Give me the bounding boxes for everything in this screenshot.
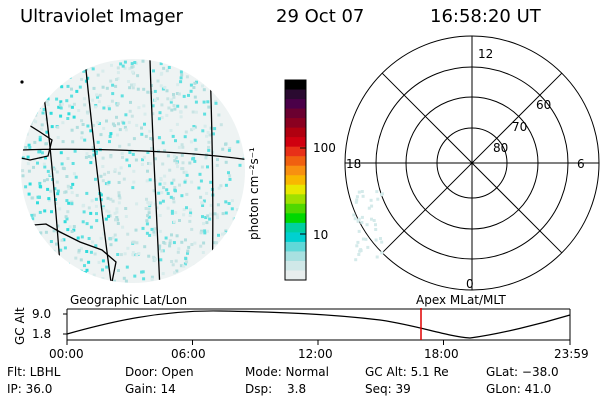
status-dsp-label: Dsp:: [245, 382, 273, 396]
colorbar-cell: [285, 184, 306, 195]
colorbar-cell: [285, 260, 306, 272]
status-door: Door: Open: [125, 365, 194, 379]
mlt-label-0: 0: [466, 277, 474, 291]
colorbar-cell: [285, 80, 306, 91]
mlt-label-6: 6: [577, 157, 585, 171]
colorbar: [284, 79, 307, 281]
colorbar-cell: [285, 213, 306, 224]
status-glon: GLon: 41.0: [486, 382, 552, 396]
orbit-timeline: [63, 308, 571, 345]
mlat-label-80: 80: [493, 141, 509, 155]
mlat-label-70: 70: [512, 120, 528, 134]
colorbar-cell: [285, 194, 306, 205]
colorbar-cell: [285, 165, 306, 176]
coastline: [21, 223, 117, 283]
status-ip: IP: 36.0: [7, 382, 53, 396]
x-tick-label: 18:00: [424, 347, 459, 361]
colorbar-cell: [285, 127, 306, 138]
colorbar-cell: [285, 99, 306, 110]
status-filter: Flt: LBHL: [7, 365, 61, 379]
colorbar-cell: [285, 89, 306, 100]
x-tick-label: 12:00: [298, 347, 333, 361]
instrument-title: Ultraviolet Imager: [20, 6, 183, 27]
status-gain: Gain: 14: [125, 382, 176, 396]
colorbar-cell: [285, 251, 306, 262]
geographic-caption: Geographic Lat/Lon: [70, 293, 188, 307]
apex-caption: Apex MLat/MLT: [416, 293, 506, 307]
time-title: 16:58:20 UT: [430, 6, 541, 27]
mlt-label-18: 18: [346, 157, 362, 171]
colorbar-cell: [285, 156, 306, 167]
colorbar-cell: [285, 175, 306, 186]
x-tick-label: 06:00: [171, 347, 206, 361]
colorbar-tick-label: 10: [313, 228, 329, 242]
island-dot: [20, 80, 24, 84]
x-tick-label: 00:00: [49, 347, 84, 361]
mlt-label-12: 12: [478, 47, 494, 61]
colorbar-tick-label: 100: [313, 141, 336, 155]
colorbar-cell: [285, 203, 306, 214]
status-dsp-value: 3.8: [287, 382, 307, 396]
status-seq: Seq: 39: [365, 382, 411, 396]
meridian-line: [149, 59, 161, 283]
colorbar-cell: [285, 222, 306, 233]
colorbar-cell: [285, 232, 306, 243]
date-title: 29 Oct 07: [276, 6, 365, 27]
colorbar-cell: [285, 146, 306, 157]
colorbar-cell: [285, 270, 306, 281]
polar-plot: [344, 35, 600, 291]
colorbar-cell: [285, 137, 306, 148]
colorbar-unit-label: photon cm⁻²s⁻¹: [247, 147, 261, 240]
colorbar-cell: [285, 118, 306, 129]
status-glat: GLat: −38.0: [486, 365, 559, 379]
status-mode: Mode: Normal: [245, 365, 329, 379]
mlat-label-60: 60: [536, 98, 552, 112]
y-tick-label: 9.0: [32, 307, 52, 321]
gc-alt-axis-label: GC Alt: [13, 307, 27, 345]
status-gc-alt: GC Alt: 5.1 Re: [365, 365, 449, 379]
altitude-curve: [66, 310, 571, 339]
colorbar-cell: [285, 108, 306, 119]
coastline: [21, 119, 53, 161]
meridian-line: [84, 59, 113, 283]
x-tick-label: 23:59: [554, 347, 589, 361]
earth-image: [20, 59, 245, 283]
y-tick-label: 1.8: [32, 327, 52, 341]
colorbar-cell: [285, 241, 306, 253]
latitude-line: [21, 148, 245, 161]
